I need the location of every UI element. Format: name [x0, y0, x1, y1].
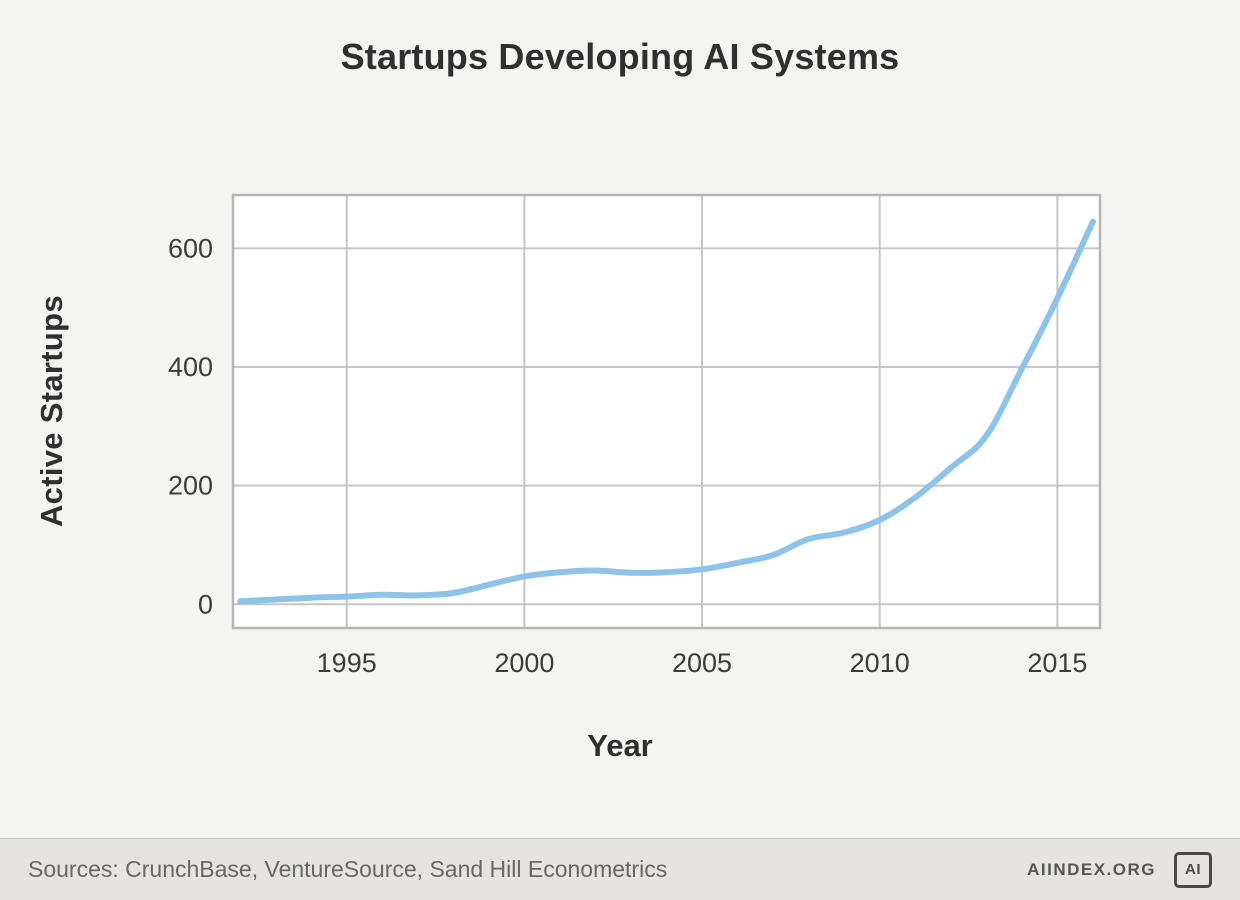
x-tick-label: 2010: [850, 648, 910, 678]
plot-background: [233, 195, 1100, 628]
brand-text: AIINDEX.ORG: [1027, 859, 1156, 879]
y-tick-label: 400: [168, 352, 213, 382]
trend-line: [237, 218, 1096, 605]
x-axis-label: Year: [587, 728, 653, 763]
aiindex-logo-icon: AI: [1174, 851, 1212, 888]
chart-title: Startups Developing AI Systems: [340, 36, 900, 77]
y-tick-label: 0: [198, 589, 213, 619]
x-tick-label: 1995: [317, 648, 377, 678]
aiindex-logo-text: AI: [1185, 861, 1201, 878]
sources-text: Sources: CrunchBase, VentureSource, Sand…: [28, 856, 668, 882]
x-tick-label: 2015: [1027, 648, 1087, 678]
line-chart: 0 200 400 600 1995 2000 2005 2010 2015: [168, 193, 1102, 678]
x-tick-label: 2000: [494, 648, 554, 678]
x-tick-label: 2005: [672, 648, 732, 678]
y-tick-label: 200: [168, 471, 213, 501]
y-tick-label: 600: [168, 233, 213, 263]
brand-area: AIINDEX.ORG AI: [1027, 851, 1212, 888]
footer-bar: Sources: CrunchBase, VentureSource, Sand…: [0, 838, 1240, 900]
plot-border: [231, 193, 1102, 630]
chart-area: Active Startups 0 200 400 600 1995 2000 2005 20…: [0, 170, 1240, 710]
